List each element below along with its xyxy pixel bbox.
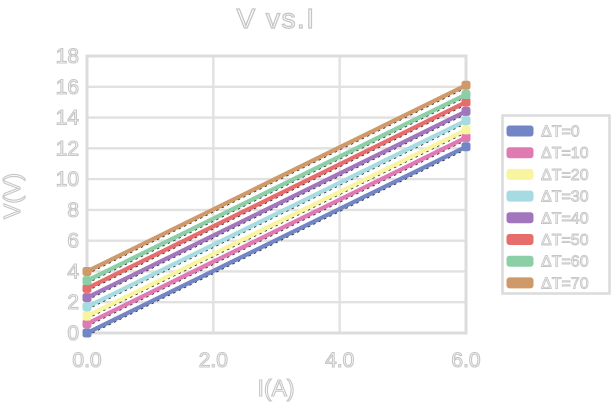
y-tick-label: 10 (56, 168, 79, 191)
series-marker (82, 302, 92, 312)
series-marker (82, 319, 92, 329)
y-tick-label: 12 (56, 137, 79, 160)
tick-label-layer: 0 2 4 6 8 10 12 14 16 18 0.0 2.0 4.0 6.0 (55, 44, 481, 372)
series-trendline (86, 87, 467, 275)
x-tick-label: 0.0 (72, 349, 101, 372)
series-trendline (86, 131, 467, 320)
y-tick-label: 14 (56, 107, 80, 130)
series-marker (461, 106, 471, 116)
series-trendline (86, 139, 467, 327)
legend-swatch (506, 277, 534, 289)
x-axis-label: I(A) (257, 375, 294, 401)
series-line (86, 118, 467, 309)
legend-swatch (506, 168, 534, 180)
legend: ΔT=0 ΔT=10 ΔT=20 ΔT=30 ΔT=40 ΔT=50 ΔT=60 ΔT=70 (501, 114, 611, 295)
series-marker (461, 125, 471, 135)
y-axis-label: V(V) (0, 173, 25, 219)
legend-swatch (506, 212, 534, 224)
series-marker (461, 80, 471, 90)
legend-label: ΔT=50 (541, 232, 589, 249)
legend-label: ΔT=70 (541, 275, 589, 292)
legend-swatch (506, 190, 534, 202)
plot-border (85, 54, 468, 335)
legend-swatch (506, 147, 534, 159)
x-tick-label: 6.0 (451, 349, 480, 372)
series-trendline (86, 148, 467, 337)
series-line (86, 109, 467, 300)
series-line (86, 100, 467, 291)
legend-swatch (506, 125, 534, 137)
series-marker (82, 283, 92, 293)
series-line (86, 127, 467, 318)
series-marker (82, 311, 92, 321)
y-tick-label: 8 (67, 199, 79, 222)
legend-label: ΔT=60 (541, 254, 589, 271)
series-marker (461, 116, 471, 126)
series-trendline (86, 104, 467, 292)
x-tick-label: 2.0 (199, 349, 228, 372)
legend-label: ΔT=10 (541, 145, 589, 162)
legend-label: ΔT=0 (541, 124, 580, 141)
series-line (86, 92, 467, 283)
legend-label: ΔT=40 (541, 210, 589, 227)
chart-title: V vs.I (236, 3, 315, 34)
series-trendline (86, 122, 467, 310)
series-line (86, 83, 467, 274)
legend-swatch (506, 234, 534, 245)
y-tick-label: 4 (67, 260, 79, 283)
series-marker (82, 293, 92, 303)
legend-label: ΔT=30 (541, 189, 589, 206)
y-tick-label: 18 (56, 45, 79, 68)
y-tick-label: 0 (67, 322, 79, 345)
series-marker (82, 328, 92, 338)
legend-swatch (506, 255, 534, 267)
y-tick-label: 6 (67, 230, 79, 253)
series-marker (461, 133, 471, 143)
series-marker (461, 142, 471, 152)
series-layer (82, 80, 471, 338)
series-marker (461, 97, 471, 107)
series-trendline (86, 113, 467, 301)
series-line (86, 135, 467, 326)
y-tick-label: 2 (67, 291, 79, 314)
series-marker (82, 266, 92, 276)
series-marker (461, 89, 471, 99)
x-tick-label: 4.0 (325, 349, 354, 372)
series-line (86, 144, 467, 335)
y-tick-label: 16 (56, 76, 79, 99)
legend-label: ΔT=20 (541, 167, 589, 184)
series-trendline (86, 96, 467, 284)
series-marker (82, 276, 92, 286)
